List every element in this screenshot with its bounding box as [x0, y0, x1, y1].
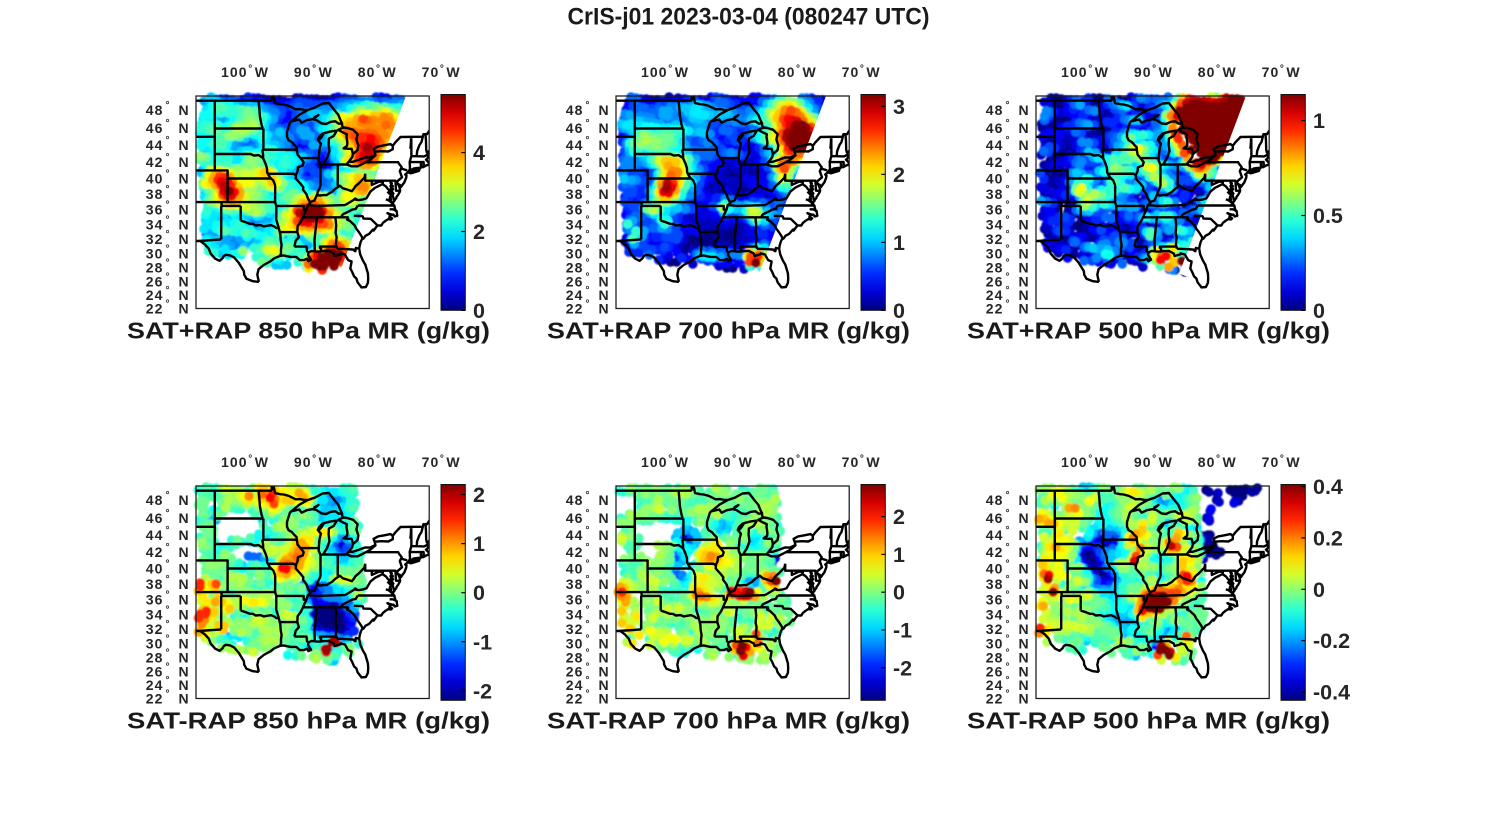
- svg-text:2: 2: [893, 163, 905, 187]
- svg-text:0: 0: [1313, 299, 1325, 323]
- svg-text:0.4: 0.4: [1313, 475, 1343, 499]
- svg-text:0: 0: [473, 299, 485, 323]
- svg-text:SAT-RAP 500 hPa MR (g/kg): SAT-RAP 500 hPa MR (g/kg): [967, 708, 1330, 734]
- svg-text:2: 2: [473, 483, 485, 507]
- svg-text:0: 0: [893, 299, 905, 323]
- svg-text:1: 1: [893, 231, 905, 255]
- svg-text:-1: -1: [473, 630, 492, 654]
- svg-text:1: 1: [1313, 109, 1325, 133]
- svg-text:SAT-RAP 850 hPa MR (g/kg): SAT-RAP 850 hPa MR (g/kg): [127, 708, 490, 734]
- svg-text:-0.4: -0.4: [1313, 681, 1350, 705]
- svg-text:0: 0: [473, 581, 485, 605]
- svg-text:3: 3: [893, 95, 905, 119]
- svg-text:0: 0: [893, 581, 905, 605]
- svg-text:SAT+RAP 850 hPa MR (g/kg): SAT+RAP 850 hPa MR (g/kg): [127, 318, 490, 344]
- svg-text:SAT+RAP 500 hPa MR (g/kg): SAT+RAP 500 hPa MR (g/kg): [967, 318, 1330, 344]
- svg-text:-2: -2: [893, 656, 912, 680]
- svg-text:1: 1: [893, 543, 905, 567]
- svg-text:2: 2: [473, 220, 485, 244]
- svg-text:0.2: 0.2: [1313, 526, 1343, 550]
- svg-text:SAT+RAP 700 hPa MR (g/kg): SAT+RAP 700 hPa MR (g/kg): [547, 318, 910, 344]
- svg-text:-1: -1: [893, 619, 912, 643]
- svg-text:2: 2: [893, 505, 905, 529]
- svg-text:0: 0: [1313, 578, 1325, 602]
- svg-text:SAT-RAP 700 hPa MR (g/kg): SAT-RAP 700 hPa MR (g/kg): [547, 708, 910, 734]
- svg-text:-0.2: -0.2: [1313, 629, 1350, 653]
- svg-text:-2: -2: [473, 679, 492, 703]
- svg-text:1: 1: [473, 532, 485, 556]
- svg-text:0.5: 0.5: [1313, 204, 1343, 228]
- svg-text:4: 4: [473, 141, 485, 165]
- svg-text:CrIS-j01 2023-03-04 (080247 UT: CrIS-j01 2023-03-04 (080247 UTC): [568, 4, 930, 31]
